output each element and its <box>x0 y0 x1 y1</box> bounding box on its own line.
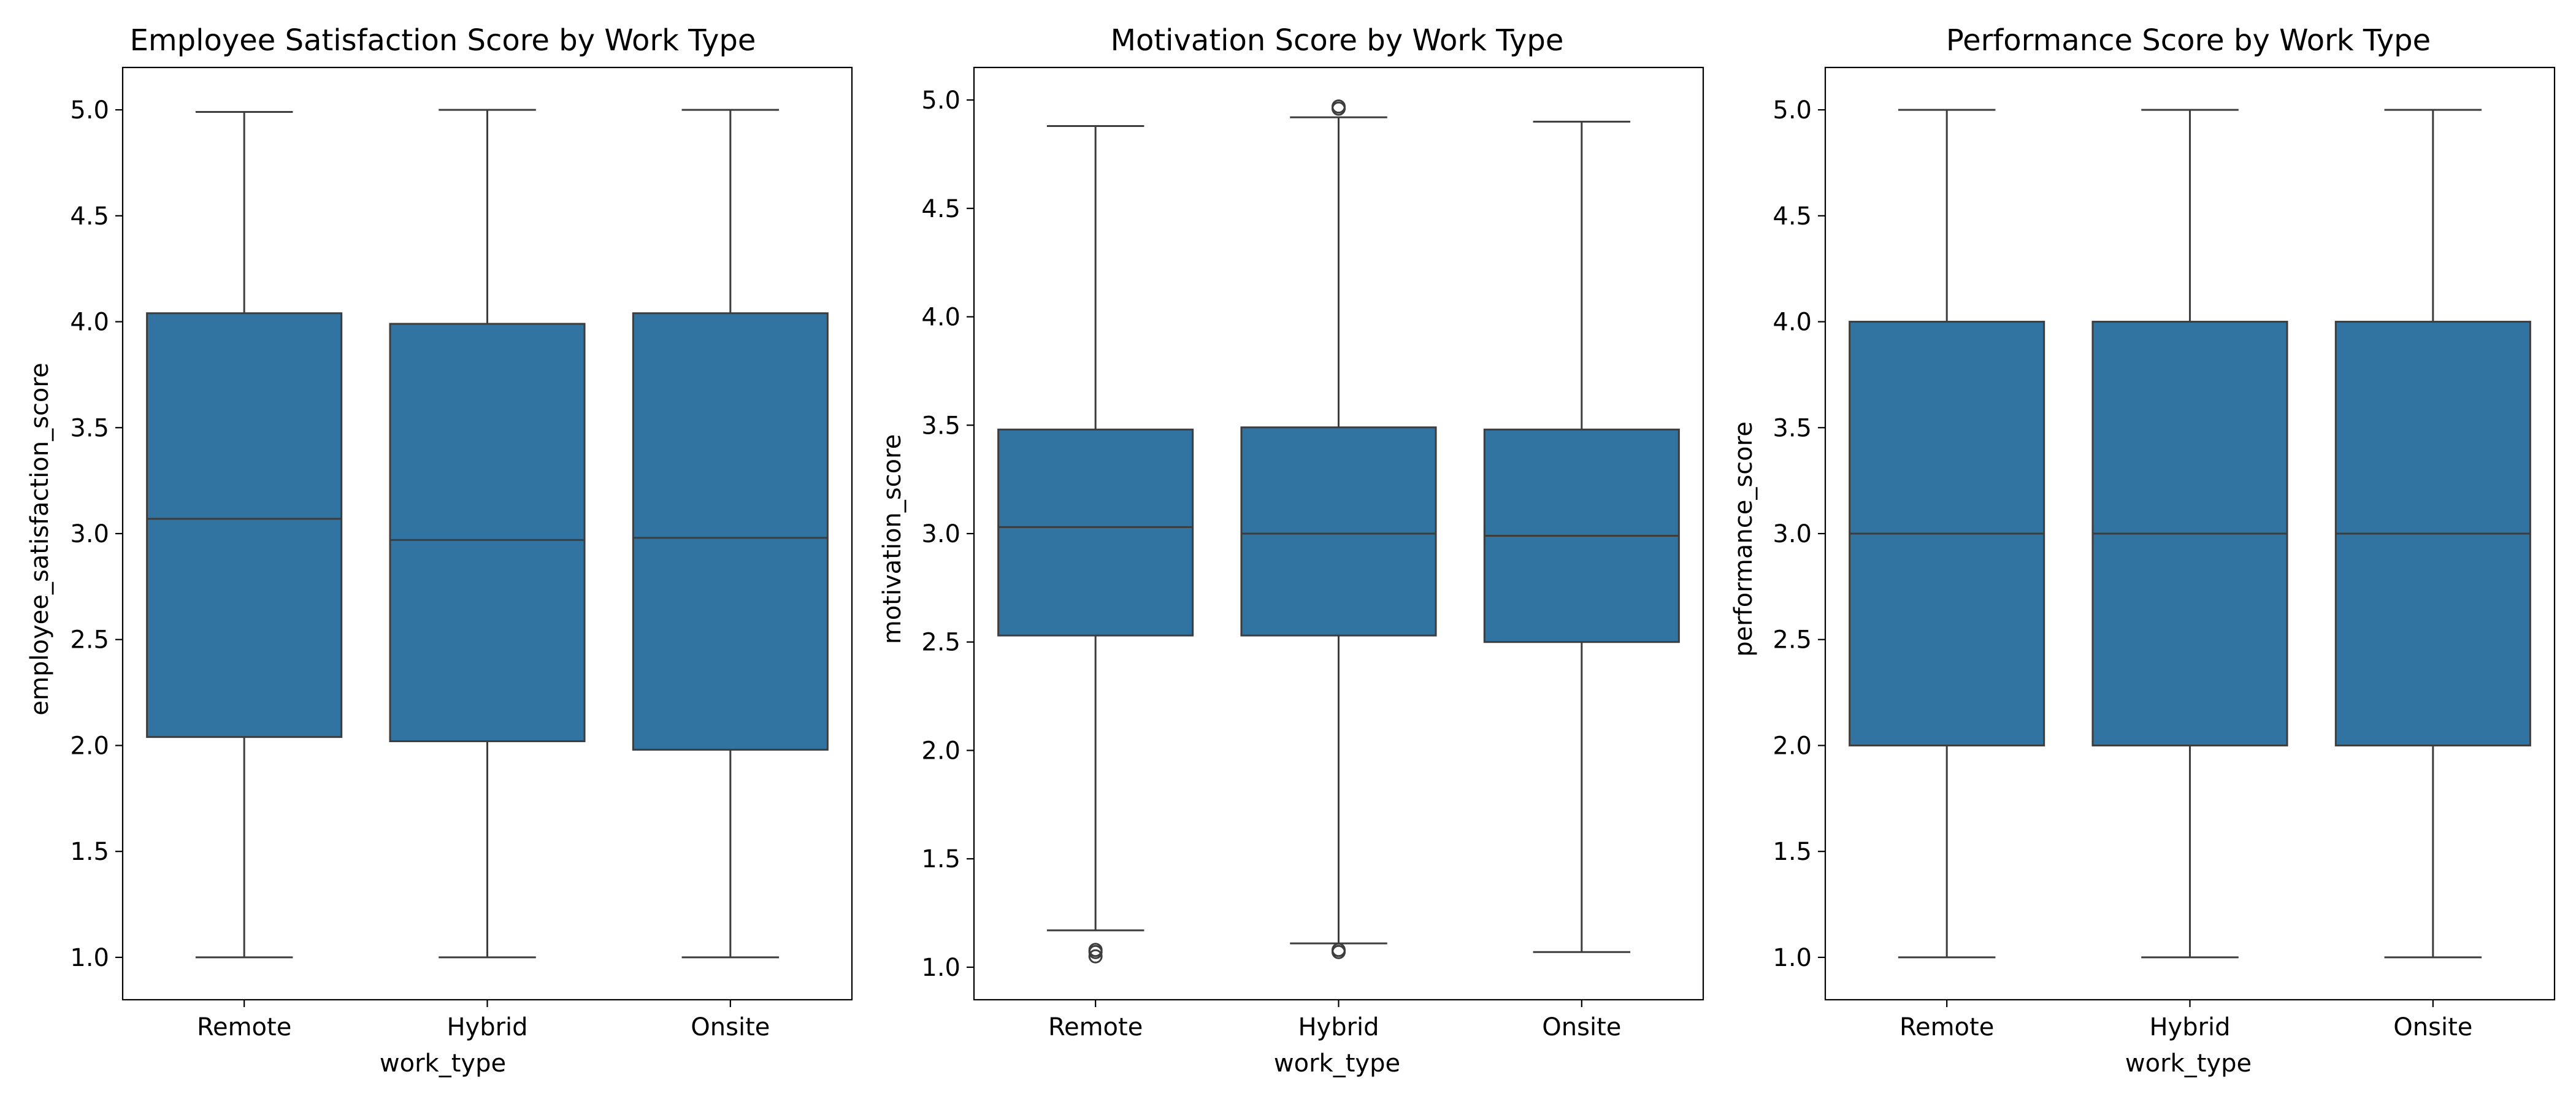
y-tick-label: 3.5 <box>921 412 960 440</box>
x-tick-label: Remote <box>197 1013 291 1041</box>
y-tick-label: 2.0 <box>921 737 960 765</box>
box-group-hybrid <box>1240 99 1437 959</box>
y-tick-label: 1.5 <box>921 845 960 873</box>
y-tick-label: 4.0 <box>921 304 960 332</box>
box <box>997 428 1194 637</box>
plot-area: 1.0 1.5 2.0 2.5 3.0 3.5 4.0 4.5 5.0 Remote Hybrid O… <box>1773 66 2556 1041</box>
chart-title: Motivation Score by Work Type <box>1111 23 1564 58</box>
y-tick-label: 3.0 <box>921 520 960 548</box>
box <box>1240 426 1437 637</box>
box <box>146 312 343 738</box>
y-tick-label: 3.0 <box>70 520 109 548</box>
y-axis-label: employee_satisfaction_score <box>26 362 54 715</box>
outlier-point <box>1088 943 1103 957</box>
x-tick-label: Hybrid <box>1298 1013 1379 1041</box>
y-tick-label: 2.0 <box>1773 732 1812 760</box>
y-tick-label: 4.0 <box>1773 309 1812 337</box>
y-tick-label: 1.0 <box>70 944 109 972</box>
y-tick-label: 2.5 <box>921 629 960 657</box>
y-tick-label: 4.5 <box>70 202 109 231</box>
box <box>389 323 586 743</box>
chart-title: Performance Score by Work Type <box>1946 23 2431 58</box>
plot-area: 1.0 1.5 2.0 2.5 3.0 3.5 4.0 4.5 5.0 Remote Hybrid O… <box>70 66 853 1041</box>
y-tick-label: 4.0 <box>70 309 109 337</box>
x-tick-label: Onsite <box>691 1013 770 1041</box>
y-tick-label: 1.5 <box>70 838 109 866</box>
box-group-onsite <box>2334 109 2531 959</box>
y-tick-label: 2.0 <box>70 732 109 760</box>
x-tick-label: Onsite <box>1542 1013 1621 1041</box>
x-tick-label: Remote <box>1899 1013 1994 1041</box>
box-group-remote <box>146 111 343 959</box>
chart-title: Employee Satisfaction Score by Work Type <box>130 23 756 58</box>
x-tick-label: Hybrid <box>447 1013 527 1041</box>
y-tick-label: 1.5 <box>1773 838 1812 866</box>
y-tick-label: 3.0 <box>1773 520 1812 548</box>
y-tick-label: 1.0 <box>1773 944 1812 972</box>
y-tick-label: 4.5 <box>1773 202 1812 231</box>
box-group-hybrid <box>389 109 586 959</box>
y-tick-label: 2.5 <box>70 626 109 654</box>
x-tick-label: Hybrid <box>2149 1013 2230 1041</box>
x-axis-label: work_type <box>1274 1049 1400 1078</box>
x-axis-label: work_type <box>380 1049 506 1078</box>
box-group-onsite <box>1483 120 1680 953</box>
y-tick-label: 4.5 <box>921 195 960 223</box>
outlier-point <box>1088 949 1103 964</box>
plot-area: 1.0 1.5 2.0 2.5 3.0 3.5 4.0 4.5 5.0 Remote Hybrid O… <box>921 66 1704 1041</box>
outlier-point <box>1332 943 1346 957</box>
y-axis-label: motivation_score <box>878 434 907 645</box>
box-group-hybrid <box>2091 109 2288 959</box>
y-tick-label: 5.0 <box>921 86 960 115</box>
box-group-remote <box>1849 109 2045 959</box>
box-group-remote <box>997 125 1194 964</box>
y-tick-label: 5.0 <box>1773 96 1812 125</box>
x-axis-label: work_type <box>2125 1049 2252 1078</box>
chart-panel-satisfaction: Employee Satisfaction Score by Work Type… <box>26 23 853 1078</box>
chart-panel-motivation: Motivation Score by Work Type work_type … <box>878 23 1704 1078</box>
chart-panel-performance: Performance Score by Work Type work_type… <box>1730 23 2556 1078</box>
y-tick-label: 1.0 <box>921 954 960 982</box>
x-tick-label: Remote <box>1048 1013 1143 1041</box>
x-tick-label: Onsite <box>2393 1013 2472 1041</box>
y-tick-label: 3.5 <box>1773 414 1812 442</box>
outlier-point <box>1332 99 1346 114</box>
y-axis-label: performance_score <box>1730 421 1758 657</box>
y-tick-label: 2.5 <box>1773 626 1812 654</box>
box-group-onsite <box>632 109 829 959</box>
y-tick-label: 3.5 <box>70 414 109 442</box>
box <box>632 312 829 751</box>
y-tick-label: 5.0 <box>70 96 109 125</box>
